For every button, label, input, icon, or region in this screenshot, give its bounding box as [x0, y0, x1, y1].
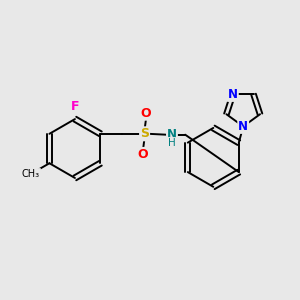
Text: N: N [228, 88, 238, 101]
Text: N: N [238, 120, 248, 133]
Text: N: N [167, 128, 177, 141]
Text: S: S [140, 127, 149, 140]
Text: CH₃: CH₃ [22, 169, 40, 179]
Text: O: O [141, 107, 152, 120]
Text: F: F [71, 100, 79, 113]
Text: O: O [138, 148, 148, 161]
Text: H: H [168, 138, 176, 148]
